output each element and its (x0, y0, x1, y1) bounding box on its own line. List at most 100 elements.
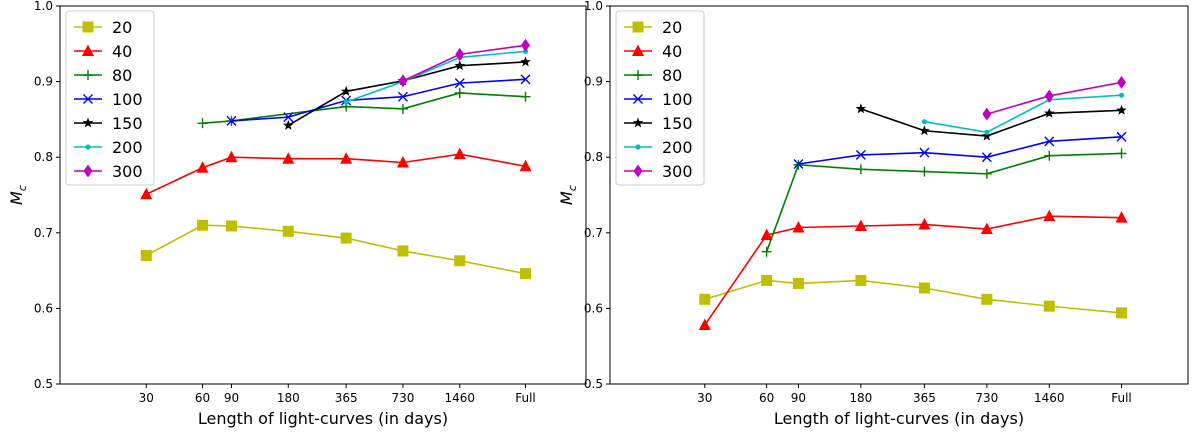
legend-item-100: 100 (74, 90, 143, 109)
legend-marker-40 (632, 44, 644, 56)
y-tick-label: 0.6 (584, 301, 603, 315)
data-point-100 (520, 74, 531, 85)
plot-area (609, 5, 1189, 385)
legend-marker-200 (635, 144, 641, 150)
data-point-200 (921, 119, 928, 125)
data-point-20 (855, 274, 867, 286)
x-axis-title: Length of light-curves (in days) (774, 409, 1024, 428)
data-point-80 (855, 164, 866, 175)
legend-marker-150 (82, 117, 94, 128)
data-point-100 (919, 147, 930, 158)
x-tick-label: 180 (849, 391, 872, 405)
x-tick-label: 60 (195, 391, 210, 405)
x-tick-label: 180 (277, 391, 300, 405)
data-point-20 (140, 249, 152, 261)
data-point-40 (282, 152, 295, 164)
series-150 (855, 103, 1127, 141)
legend-item-100: 100 (624, 90, 693, 109)
data-point-20 (520, 268, 532, 280)
series-40 (140, 147, 532, 200)
data-point-300 (1117, 75, 1127, 89)
legend-item-200: 200 (74, 138, 143, 157)
data-point-80 (520, 91, 531, 102)
data-point-40 (340, 152, 353, 164)
data-point-40 (1043, 209, 1056, 222)
legend-marker-80 (633, 70, 643, 80)
x-tick-label: Full (1111, 391, 1132, 405)
data-point-80 (1044, 150, 1055, 161)
legend-label: 150 (112, 114, 143, 133)
data-point-40 (918, 217, 931, 230)
series-300 (982, 75, 1127, 121)
y-axis-title: Mc (557, 185, 579, 205)
legend-item-20: 20 (624, 18, 682, 37)
legend-label: 100 (112, 90, 143, 109)
legend-item-300: 300 (624, 162, 693, 181)
data-point-100 (226, 115, 237, 126)
legend-item-40: 40 (624, 42, 682, 61)
legend-label: 100 (662, 90, 693, 109)
legend-marker-100 (633, 94, 643, 104)
y-tick-label: 1.0 (34, 0, 53, 13)
data-point-40 (760, 228, 773, 241)
x-tick-label: 90 (224, 391, 239, 405)
data-point-20 (340, 232, 352, 244)
data-point-200 (343, 99, 349, 105)
data-point-20 (1043, 300, 1055, 312)
data-point-80 (454, 87, 465, 98)
legend-item-200: 200 (624, 138, 693, 157)
data-point-40 (396, 155, 409, 168)
series-80 (197, 87, 531, 129)
legend-label: 40 (662, 42, 682, 61)
data-point-100 (397, 91, 408, 102)
data-point-80 (197, 118, 208, 129)
legend: 20 40 80 100 150 200 300 (615, 10, 705, 186)
data-point-40 (140, 187, 153, 200)
data-point-100 (454, 78, 465, 89)
data-point-20 (225, 220, 237, 232)
y-tick-label: 0.6 (34, 301, 53, 315)
legend-item-20: 20 (74, 18, 132, 37)
legend-marker-300 (83, 164, 93, 178)
legend-marker-150 (632, 117, 644, 128)
legend-item-80: 80 (624, 66, 682, 85)
data-point-40 (854, 219, 867, 231)
y-tick-label: 0.8 (584, 150, 603, 164)
x-tick-label: Full (515, 391, 536, 405)
legend-label: 200 (112, 138, 143, 157)
data-point-20 (454, 255, 466, 267)
y-tick-label: 0.7 (584, 226, 603, 240)
series-line-100 (798, 135, 1122, 165)
x-tick-label: 30 (697, 391, 712, 405)
data-point-40 (225, 150, 238, 163)
legend-item-150: 150 (74, 114, 143, 133)
legend-marker-20 (632, 21, 644, 33)
legend-label: 40 (112, 42, 132, 61)
series-line-40 (704, 215, 1122, 326)
data-point-100 (855, 149, 866, 160)
y-tick-label: 0.9 (584, 75, 603, 89)
data-point-300 (1044, 89, 1054, 103)
chart-right: 0.5 0.6 0.7 0.8 0.9 1.0 30 60 90 180 365 730 1460 Ful… (557, 0, 1189, 428)
data-point-20 (981, 293, 993, 305)
x-tick-label: 730 (391, 391, 414, 405)
data-point-150 (855, 103, 867, 114)
legend-label: 20 (662, 18, 682, 37)
legend-label: 300 (112, 162, 143, 181)
legend-label: 150 (662, 114, 693, 133)
y-tick-label: 0.5 (584, 377, 603, 391)
legend: 20 40 80 100 150 200 300 (65, 10, 155, 186)
legend-label: 80 (112, 66, 132, 85)
data-point-200 (984, 129, 990, 135)
chart-left: 0.5 0.6 0.7 0.8 0.9 1.0 30 60 90 180 365 730 1460 Ful… (7, 0, 587, 428)
data-point-300 (982, 107, 992, 121)
data-point-40 (519, 159, 532, 172)
data-point-40 (980, 222, 993, 235)
series-line-200 (924, 94, 1122, 134)
data-point-80 (981, 168, 992, 179)
legend-label: 80 (662, 66, 682, 85)
data-point-20 (397, 245, 409, 257)
data-point-150 (919, 125, 930, 136)
series-line-200 (345, 50, 526, 103)
